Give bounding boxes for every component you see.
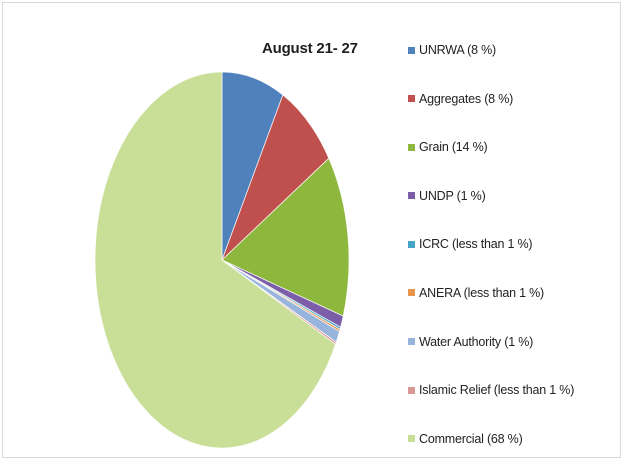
legend-swatch-water-authority (408, 338, 415, 346)
legend-item-aggregates: Aggregates (8 %) (408, 87, 623, 111)
pie-slice-commercial-68 (94, 71, 336, 449)
pie-slice-unrwa-8 (221, 71, 284, 261)
pie-slices (94, 71, 350, 449)
legend-swatch-commercial (408, 435, 415, 443)
legend-label-grain: Grain (14 %) (419, 140, 488, 155)
legend-label-commercial: Commercial (68 %) (419, 431, 523, 446)
legend-item-unrwa: UNRWA (8 %) (408, 38, 623, 62)
pie-slice-aggregates-8 (221, 94, 330, 261)
legend-item-anera: ANERA (less than 1 %) (408, 281, 623, 305)
legend-label-icrc: ICRC (less than 1 %) (419, 237, 533, 252)
legend-swatch-aggregates (408, 95, 415, 103)
legend-item-grain: Grain (14 %) (408, 135, 623, 159)
legend-item-icrc: ICRC (less than 1 %) (408, 232, 623, 256)
legend-item-commercial: Commercial (68 %) (408, 427, 623, 451)
legend-item-islamic-relief: Islamic Relief (less than 1 %) (408, 378, 623, 402)
legend-label-islamic-relief: Islamic Relief (less than 1 %) (419, 383, 575, 398)
legend-label-undp: UNDP (1 %) (419, 188, 486, 203)
legend-label-water-authority: Water Authority (1 %) (419, 334, 534, 349)
pie-slice-grain-14 (221, 157, 350, 317)
chart-legend: UNRWA (8 %) Aggregates (8 %) Grain (14 %… (408, 38, 623, 475)
pie-chart (94, 71, 350, 449)
legend-swatch-unrwa (408, 46, 415, 54)
legend-swatch-anera (408, 289, 415, 297)
legend-swatch-icrc (408, 240, 415, 248)
legend-label-unrwa: UNRWA (8 %) (419, 43, 496, 57)
chart-title: August 21- 27 (262, 40, 358, 57)
legend-item-undp: UNDP (1 %) (408, 184, 623, 208)
legend-label-aggregates: Aggregates (8 %) (419, 91, 514, 106)
legend-swatch-islamic-relief (408, 386, 415, 394)
legend-label-anera: ANERA (less than 1 %) (419, 285, 545, 300)
legend-item-water-authority: Water Authority (1 %) (408, 330, 623, 354)
legend-swatch-grain (408, 143, 415, 151)
legend-swatch-undp (408, 192, 415, 200)
